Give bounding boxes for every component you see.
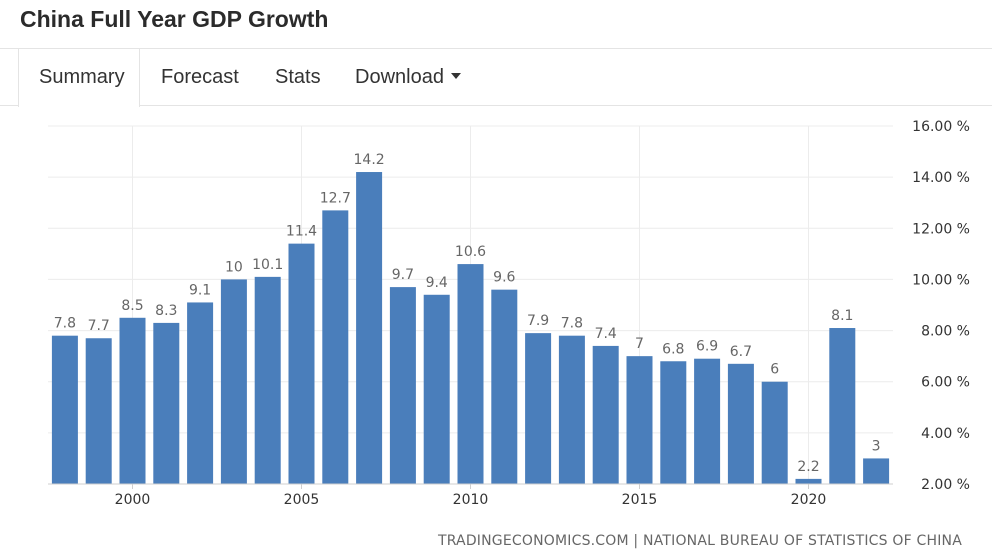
bar-value-label: 7.8 — [561, 316, 583, 332]
tab-bar: Summary Forecast Stats Download — [0, 48, 992, 107]
y-tick-label: 10.00 % — [912, 272, 970, 288]
bar-value-label: 9.7 — [392, 267, 414, 283]
bar-value-label: 9.6 — [493, 270, 515, 286]
tab-stats[interactable]: Stats — [275, 66, 321, 88]
x-tick-label: 2015 — [622, 492, 658, 508]
y-tick-label: 14.00 % — [912, 170, 970, 186]
bar-value-label: 9.1 — [189, 282, 211, 298]
bar-value-label: 6.8 — [662, 341, 684, 357]
gdp-bar-chart: 7.8 7.7 8.5 8.3 9.1 10 10.1 11.4 12.7 14.2 9.7 9.4 1… — [48, 119, 970, 508]
bar — [626, 356, 653, 484]
bar-value-label: 12.7 — [320, 190, 351, 206]
x-tick-label: 2010 — [453, 492, 489, 508]
bar-value-label: 9.4 — [426, 275, 448, 291]
bar — [119, 317, 146, 484]
page-title: China Full Year GDP Growth — [20, 6, 329, 32]
bar — [660, 361, 687, 484]
caret-down-icon — [450, 72, 461, 79]
bar — [795, 478, 822, 484]
bar-value-label: 10.6 — [455, 244, 486, 260]
bar-value-label: 7.7 — [88, 318, 110, 334]
y-tick-label: 4.00 % — [921, 426, 970, 442]
y-tick-label: 16.00 % — [912, 119, 970, 135]
bar — [51, 335, 78, 484]
bar — [863, 458, 890, 484]
bar — [829, 328, 856, 484]
y-tick-label: 8.00 % — [921, 324, 970, 340]
bar — [727, 363, 754, 484]
x-tick-label: 2020 — [791, 492, 827, 508]
bar-value-label: 8.5 — [121, 298, 143, 314]
bar — [525, 333, 552, 484]
bar-value-label: 6 — [770, 362, 779, 378]
y-tick-label: 2.00 % — [921, 477, 970, 493]
x-tick-label: 2005 — [284, 492, 320, 508]
bar-value-label: 7 — [635, 336, 644, 352]
source-credit[interactable]: TRADINGECONOMICS.COM | NATIONAL BUREAU O… — [437, 533, 962, 549]
bar-value-label: 8.3 — [155, 303, 177, 319]
bar — [592, 345, 619, 484]
bar — [694, 358, 721, 484]
bar-value-label: 10 — [225, 259, 243, 275]
bar-value-label: 7.9 — [527, 313, 549, 329]
tab-download[interactable]: Download — [355, 49, 461, 106]
bar — [356, 172, 383, 484]
y-tick-label: 12.00 % — [912, 221, 970, 237]
bar — [187, 302, 214, 484]
bar-value-label: 6.9 — [696, 339, 718, 355]
bar — [322, 210, 349, 484]
bar-value-label: 7.8 — [54, 316, 76, 332]
bar — [457, 264, 484, 484]
bar-value-label: 6.7 — [730, 344, 752, 360]
bar — [491, 289, 518, 484]
bar — [220, 279, 247, 484]
bar — [254, 276, 281, 484]
bar — [558, 335, 585, 484]
bar-value-label: 2.2 — [797, 459, 819, 475]
tab-forecast[interactable]: Forecast — [161, 66, 239, 88]
tab-summary[interactable]: Summary — [18, 49, 140, 107]
y-tick-label: 6.00 % — [921, 375, 970, 391]
bar-value-label: 7.4 — [595, 326, 617, 342]
bar — [423, 294, 450, 484]
bar-value-label: 3 — [872, 438, 881, 454]
bar — [288, 243, 315, 484]
bar-value-label: 11.4 — [286, 224, 317, 240]
bar — [761, 381, 788, 484]
bar — [153, 322, 180, 484]
bar-value-label: 8.1 — [831, 308, 853, 324]
bar — [85, 338, 112, 484]
bar-value-label: 10.1 — [252, 257, 283, 273]
x-tick-label: 2000 — [115, 492, 151, 508]
bar — [389, 287, 416, 484]
bar-value-label: 14.2 — [354, 152, 385, 168]
download-label: Download — [355, 66, 444, 88]
